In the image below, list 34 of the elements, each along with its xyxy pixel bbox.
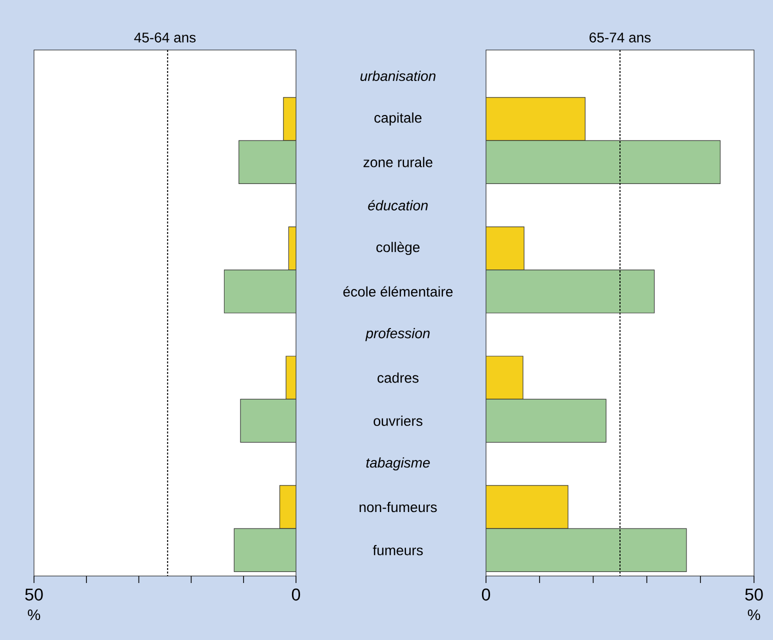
- bar: [486, 356, 524, 400]
- y-tick-label: ouvriers: [374, 416, 422, 426]
- x-axis-title: %: [28, 610, 40, 620]
- bar: [486, 140, 721, 184]
- bar: [486, 485, 568, 529]
- y-tick-label: école élémentaire: [343, 286, 453, 297]
- bar: [234, 528, 296, 572]
- y-tick-label: non-fumeurs: [360, 502, 437, 512]
- bar: [279, 485, 296, 529]
- bar: [486, 270, 655, 314]
- bar: [224, 270, 296, 314]
- y-tick-label: zone rurale: [364, 156, 432, 168]
- y-tick-label: capitale: [374, 112, 422, 126]
- y-tick-label: urbanisation: [360, 70, 436, 82]
- y-tick-label: collège: [376, 242, 420, 255]
- bar: [486, 226, 524, 270]
- x-tick-label: 50: [745, 588, 763, 601]
- y-tick-label: fumeurs: [372, 545, 423, 556]
- x-axis-title: %: [748, 610, 760, 620]
- y-tick-label: éducation: [368, 200, 428, 210]
- x-tick-label: 50: [25, 588, 43, 601]
- bar: [283, 97, 296, 141]
- y-tick-label: tabagisme: [366, 457, 430, 470]
- bar: [486, 398, 606, 443]
- bar: [486, 528, 687, 572]
- bar: [486, 97, 586, 141]
- y-tick-label: cadres: [378, 372, 418, 383]
- y-tick-label: profession: [365, 328, 430, 342]
- bar: [238, 140, 296, 184]
- chart-title: 45-64 ans: [134, 32, 196, 42]
- bar: [240, 398, 296, 443]
- x-tick-label: 0: [292, 588, 300, 601]
- x-tick-label: 0: [482, 588, 490, 601]
- chart-title: 65-74 ans: [590, 32, 651, 42]
